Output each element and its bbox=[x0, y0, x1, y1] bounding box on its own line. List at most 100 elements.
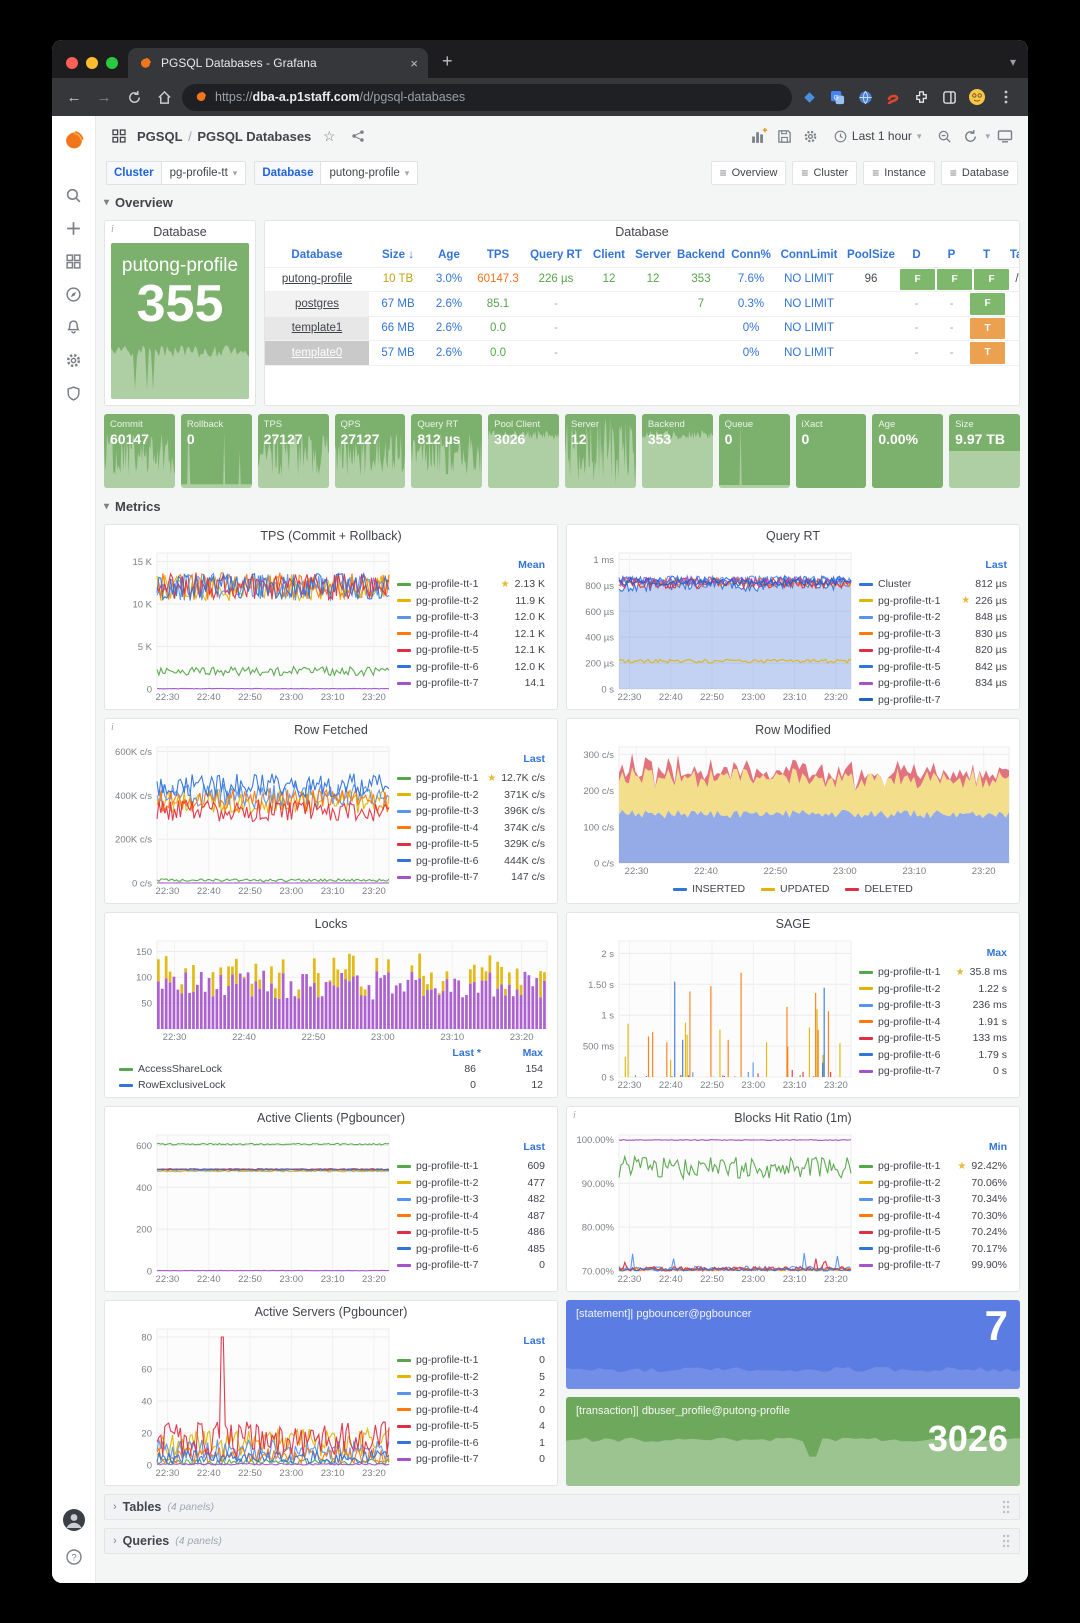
split-view-icon[interactable] bbox=[938, 86, 960, 108]
legend-item[interactable]: UPDATED bbox=[761, 881, 829, 898]
legend-item[interactable]: pg-profile-tt-6 70.17% bbox=[859, 1241, 1007, 1258]
tab-close-icon[interactable]: × bbox=[410, 55, 418, 71]
legend-item[interactable]: pg-profile-tt-2 11.9 K bbox=[397, 593, 545, 610]
browser-tab[interactable]: PGSQL Databases - Grafana × bbox=[128, 48, 428, 78]
legend-item[interactable]: pg-profile-tt-4 487 bbox=[397, 1208, 545, 1225]
maximize-window-button[interactable] bbox=[106, 57, 118, 69]
legend-item[interactable]: pg-profile-tt-4 374K c/s bbox=[397, 820, 545, 837]
legend-item[interactable]: pg-profile-tt-3 830 µs bbox=[859, 626, 1007, 643]
db-link[interactable]: template1 bbox=[265, 316, 369, 340]
legend-item[interactable]: pg-profile-tt-3 236 ms bbox=[859, 997, 1007, 1014]
legend-item[interactable]: pg-profile-tt-5 4 bbox=[397, 1418, 545, 1435]
extension-diamond-icon[interactable] bbox=[798, 86, 820, 108]
dashboard-settings-icon[interactable] bbox=[800, 125, 822, 147]
star-icon[interactable]: ☆ bbox=[323, 127, 336, 144]
legend-column-header[interactable]: Last bbox=[523, 1141, 545, 1153]
stat-tile-rollback[interactable]: Rollback 0 bbox=[180, 414, 252, 488]
user-avatar[interactable] bbox=[58, 1503, 90, 1536]
column-header[interactable]: Conn% bbox=[731, 248, 771, 261]
panel-title[interactable]: Active Clients (Pgbouncer) bbox=[257, 1111, 405, 1125]
legend-column-header[interactable]: Min bbox=[988, 1141, 1007, 1153]
address-bar[interactable]: https://dba-a.p1staff.com/d/pgsql-databa… bbox=[182, 83, 792, 111]
stat-tile-tps[interactable]: TPS 27127 bbox=[257, 414, 329, 488]
forward-icon[interactable]: → bbox=[96, 88, 112, 106]
dashboards-icon[interactable] bbox=[58, 245, 90, 278]
info-icon[interactable]: i bbox=[111, 722, 114, 733]
legend-item[interactable]: pg-profile-tt-7 99.90% bbox=[859, 1257, 1007, 1274]
panel-title[interactable]: Blocks Hit Ratio (1m) bbox=[734, 1111, 852, 1125]
column-header[interactable]: Size ↓ bbox=[382, 248, 414, 261]
legend-item[interactable]: pg-profile-tt-7 bbox=[859, 692, 1007, 705]
stat-tile-size[interactable]: Size 9.97 TB bbox=[949, 414, 1020, 488]
info-icon[interactable]: i bbox=[573, 1110, 576, 1121]
dashboard-link-cluster[interactable]: ≡ Cluster bbox=[792, 161, 858, 185]
stat-tile-pool-client[interactable]: Pool Client 3026 bbox=[488, 414, 559, 488]
section-metrics[interactable]: ▾ Metrics bbox=[104, 498, 161, 514]
legend-item[interactable]: RowExclusiveLock 0 12 bbox=[119, 1077, 543, 1093]
legend-item[interactable]: pg-profile-tt-4 820 µs bbox=[859, 642, 1007, 659]
translate-icon[interactable]: G bbox=[826, 86, 848, 108]
help-icon[interactable]: ? bbox=[58, 1540, 90, 1573]
apps-grid-icon[interactable] bbox=[108, 125, 130, 147]
legend-item[interactable]: pg-profile-tt-5 329K c/s bbox=[397, 836, 545, 853]
legend-item[interactable]: pg-profile-tt-4 70.30% bbox=[859, 1208, 1007, 1225]
legend-item[interactable]: pg-profile-tt-3 2 bbox=[397, 1385, 545, 1402]
stat-tile-qps[interactable]: QPS 27127 bbox=[334, 414, 406, 488]
legend-item[interactable]: pg-profile-tt-1 ★ 226 µs bbox=[859, 593, 1007, 610]
panel-title[interactable]: Locks bbox=[314, 917, 348, 931]
legend-item[interactable]: pg-profile-tt-4 0 bbox=[397, 1402, 545, 1419]
new-tab-button[interactable]: + bbox=[442, 51, 453, 71]
dashboard-link-database[interactable]: ≡ Database bbox=[940, 161, 1018, 185]
breadcrumb[interactable]: PGSQL / PGSQL Databases bbox=[137, 128, 312, 144]
column-header[interactable]: T bbox=[982, 248, 991, 261]
legend-item[interactable]: pg-profile-tt-2 371K c/s bbox=[397, 787, 545, 804]
dashboard-link-overview[interactable]: ≡ Overview bbox=[710, 161, 787, 185]
grafana-logo[interactable] bbox=[58, 124, 90, 157]
globe-icon[interactable] bbox=[854, 86, 876, 108]
legend-item[interactable]: pg-profile-tt-1 609 bbox=[397, 1158, 545, 1175]
legend-item[interactable]: pg-profile-tt-4 12.1 K bbox=[397, 626, 545, 643]
save-icon[interactable] bbox=[774, 125, 796, 147]
refresh-icon[interactable] bbox=[959, 125, 981, 147]
column-header[interactable]: Database bbox=[291, 248, 343, 261]
zoom-out-icon[interactable] bbox=[933, 125, 955, 147]
legend-column-header[interactable]: Mean bbox=[518, 559, 545, 571]
legend-item[interactable]: pg-profile-tt-3 12.0 K bbox=[397, 609, 545, 626]
search-icon[interactable] bbox=[58, 179, 90, 212]
section-tables[interactable]: › Tables (4 panels) bbox=[104, 1494, 1020, 1520]
legend-item[interactable]: pg-profile-tt-5 12.1 K bbox=[397, 642, 545, 659]
legend-item[interactable]: pg-profile-tt-1 0 bbox=[397, 1352, 545, 1369]
drag-handle-icon[interactable] bbox=[1001, 1534, 1011, 1548]
legend-item[interactable]: AccessShareLock 86 154 bbox=[119, 1061, 543, 1077]
db-link[interactable]: postgres bbox=[265, 292, 369, 316]
stat-tile-backend[interactable]: Backend 353 bbox=[641, 414, 713, 488]
browser-menu-icon[interactable] bbox=[994, 85, 1018, 109]
panel-title[interactable]: Active Servers (Pgbouncer) bbox=[254, 1305, 408, 1319]
column-header[interactable]: Target bbox=[1009, 248, 1019, 261]
extensions-puzzle-icon[interactable] bbox=[910, 86, 932, 108]
back-icon[interactable]: ← bbox=[66, 88, 82, 106]
legend-item[interactable]: pg-profile-tt-7 0 bbox=[397, 1257, 545, 1274]
legend-item[interactable]: pg-profile-tt-7 0 bbox=[397, 1451, 545, 1468]
legend-item[interactable]: pg-profile-tt-6 834 µs bbox=[859, 675, 1007, 692]
stat-tile-query-rt[interactable]: Query RT 812 µs bbox=[411, 414, 483, 488]
extension-red-icon[interactable] bbox=[882, 86, 904, 108]
column-header[interactable]: Server bbox=[635, 248, 671, 261]
legend-column-header[interactable]: Last bbox=[985, 559, 1007, 571]
legend-column-header[interactable]: Max bbox=[986, 947, 1007, 959]
legend-item[interactable]: pg-profile-tt-2 477 bbox=[397, 1175, 545, 1192]
reload-icon[interactable] bbox=[122, 85, 146, 109]
stat-tile-commit[interactable]: Commit 60147 bbox=[104, 414, 175, 488]
legend-item[interactable]: pg-profile-tt-6 485 bbox=[397, 1241, 545, 1258]
panel-title[interactable]: TPS (Commit + Rollback) bbox=[260, 529, 402, 543]
explore-compass-icon[interactable] bbox=[58, 278, 90, 311]
legend-item[interactable]: pg-profile-tt-3 482 bbox=[397, 1191, 545, 1208]
legend-item[interactable]: pg-profile-tt-7 0 s bbox=[859, 1063, 1007, 1080]
close-window-button[interactable] bbox=[66, 57, 78, 69]
panel-title[interactable]: SAGE bbox=[775, 917, 811, 931]
legend-item[interactable]: pg-profile-tt-1 ★ 92.42% bbox=[859, 1158, 1007, 1175]
legend-item[interactable]: pg-profile-tt-6 1.79 s bbox=[859, 1047, 1007, 1064]
panel-title[interactable]: Query RT bbox=[766, 529, 820, 543]
stat-tile-ixact[interactable]: iXact 0 bbox=[795, 414, 867, 488]
legend-item[interactable]: pg-profile-tt-2 5 bbox=[397, 1369, 545, 1386]
